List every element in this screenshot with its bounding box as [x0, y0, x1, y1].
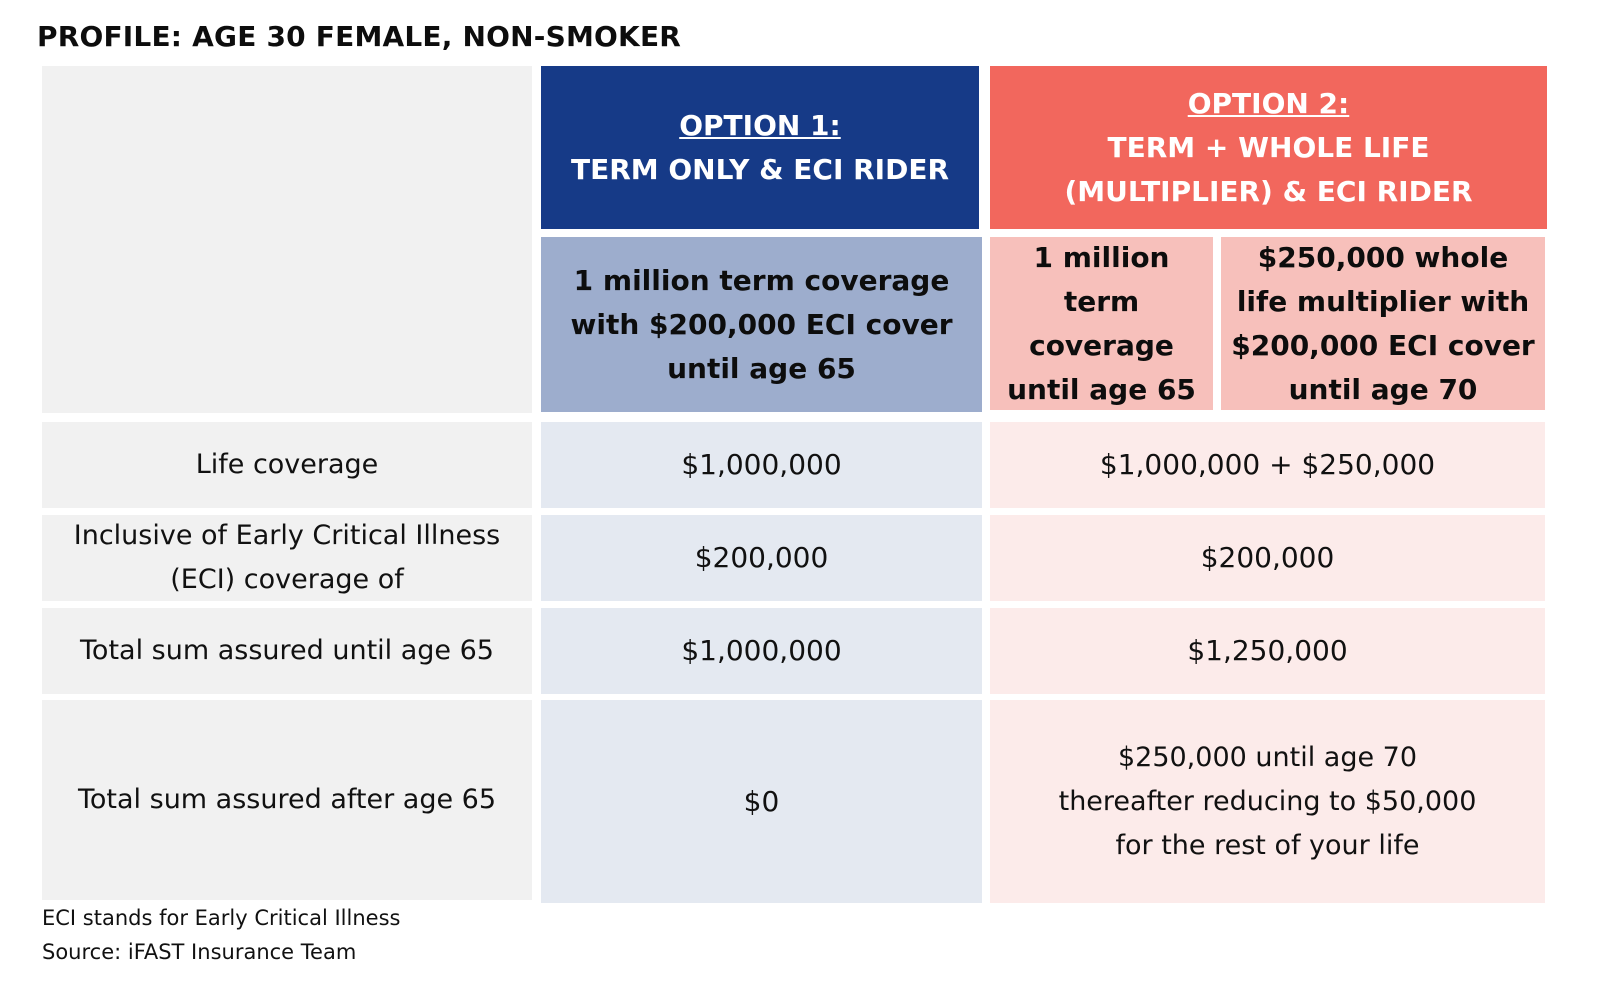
option1-description: 1 million term coverage with $200,000 EC… — [541, 237, 982, 412]
eci-footnote: ECI stands for Early Critical Illness — [42, 906, 401, 930]
option2-whole-life-description: $250,000 whole life multiplier with $200… — [1221, 237, 1545, 410]
option1-title: OPTION 1: — [679, 108, 841, 142]
option1-subtitle: TERM ONLY & ECI RIDER — [570, 152, 950, 186]
option2-life-coverage: $1,000,000 + $250,000 — [990, 422, 1545, 508]
option2-sum-until-65: $1,250,000 — [990, 608, 1545, 694]
profile-title: PROFILE: AGE 30 FEMALE, NON-SMOKER — [37, 20, 682, 53]
option1-sum-after-65: $0 — [541, 700, 982, 903]
row-label-sum-after-65: Total sum assured after age 65 — [42, 700, 532, 900]
option1-sum-until-65: $1,000,000 — [541, 608, 982, 694]
option2-sum-after-65-line2: thereafter reducing to $50,000 — [1058, 785, 1477, 817]
option2-header: OPTION 2: TERM + WHOLE LIFE (MULTIPLIER)… — [990, 66, 1547, 229]
option2-sum-after-65-line3: for the rest of your life — [1115, 829, 1420, 861]
row-label-eci-coverage: Inclusive of Early Critical Illness (ECI… — [42, 515, 532, 601]
option2-sum-after-65-line1: $250,000 until age 70 — [1117, 741, 1418, 773]
option2-sum-after-65: $250,000 until age 70 thereafter reducin… — [990, 700, 1545, 903]
row-label-sum-until-65: Total sum assured until age 65 — [42, 608, 532, 694]
option2-eci-coverage: $200,000 — [990, 515, 1545, 601]
option1-header: OPTION 1: TERM ONLY & ECI RIDER — [541, 66, 979, 229]
row-label-life-coverage: Life coverage — [42, 422, 532, 508]
option2-subtitle-line2: (MULTIPLIER) & ECI RIDER — [1064, 174, 1473, 208]
option1-life-coverage: $1,000,000 — [541, 422, 982, 508]
option2-title: OPTION 2: — [1187, 86, 1350, 120]
option2-term-description: 1 million term coverage until age 65 — [990, 237, 1213, 410]
option2-subtitle-line1: TERM + WHOLE LIFE — [1107, 130, 1430, 164]
source-footnote: Source: iFAST Insurance Team — [42, 940, 357, 964]
option1-eci-coverage: $200,000 — [541, 515, 982, 601]
blank-header-cell — [42, 66, 532, 413]
